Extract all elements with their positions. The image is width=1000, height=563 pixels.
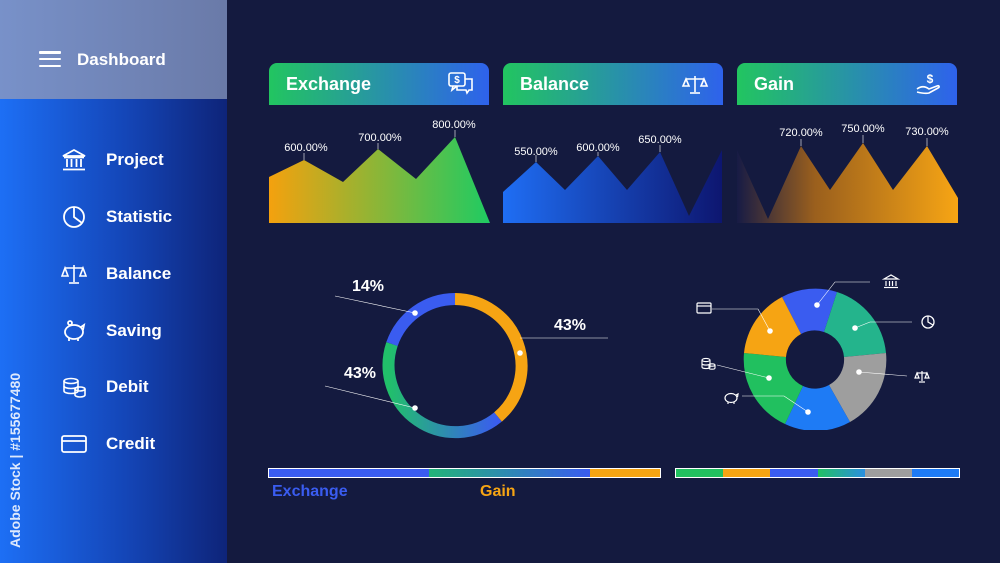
legend-label-exchange: Exchange: [272, 483, 348, 500]
coins-icon: [701, 357, 716, 370]
legend-bar-left: [268, 468, 661, 478]
label-leader: [858, 371, 908, 377]
donut-chart: [696, 274, 935, 430]
data-label: 720.00%: [779, 127, 823, 139]
data-label: 600.00%: [284, 142, 328, 154]
sidebar-item-label: Debit: [106, 377, 149, 396]
pie-chart-icon: [60, 205, 88, 229]
label-leader: [712, 308, 771, 332]
sidebar-item-label: Saving: [106, 321, 162, 340]
credit-card-icon: [60, 432, 88, 456]
card-title: Gain: [754, 73, 795, 94]
label-leader: [742, 395, 809, 413]
legend-bar-segment: [817, 469, 865, 477]
card-title: Exchange: [286, 73, 372, 94]
legend-bar-segment: [676, 469, 724, 477]
legend-bar-segment: [911, 469, 960, 477]
donut-segment: [743, 353, 803, 424]
chat-dollar-icon: $: [448, 72, 473, 95]
card-header-exchange[interactable]: Exchange $: [269, 63, 489, 105]
label-leader: [854, 321, 912, 329]
data-label: 800.00%: [432, 119, 476, 131]
sidebar-item-project[interactable]: Project: [60, 145, 220, 175]
legend-bar-segment: [269, 469, 430, 477]
ring-segment-gain: [454, 293, 528, 422]
hamburger-menu-icon[interactable]: [39, 51, 61, 68]
card-header-gain[interactable]: Gain $: [737, 63, 957, 105]
sidebar-item-statistic[interactable]: Statistic: [60, 202, 220, 232]
balance-area: [503, 150, 722, 223]
piggy-bank-icon: [60, 319, 88, 343]
sidebar-item-saving[interactable]: Saving: [60, 316, 220, 346]
data-label: 600.00%: [576, 142, 620, 154]
ring-segment-exchange: [386, 293, 456, 347]
legend-bar-right: [675, 468, 960, 478]
data-label: 43%: [344, 365, 376, 382]
sidebar: Dashboard Project Statistic Balance Savi…: [0, 0, 227, 563]
donut-segment: [785, 385, 850, 430]
data-label: 650.00%: [638, 134, 682, 146]
legend-bar-segment: [770, 469, 818, 477]
svg-text:Adobe Stock | #155677480: Adobe Stock | #155677480: [7, 373, 23, 548]
sidebar-item-label: Credit: [106, 434, 156, 453]
label-leader: [816, 281, 870, 306]
label-leader: [324, 385, 416, 409]
balance-area-chart: 550.00% 600.00% 650.00%: [503, 134, 722, 223]
sidebar-item-balance[interactable]: Balance: [60, 259, 220, 289]
coins-icon: [60, 375, 88, 399]
hand-dollar-icon: $: [916, 72, 940, 95]
donut-segment: [829, 353, 887, 422]
exchange-area: [269, 137, 490, 223]
sidebar-item-credit[interactable]: Credit: [60, 429, 220, 459]
legend-bar-segment: [589, 469, 660, 477]
donut-segment: [744, 297, 801, 357]
pie-chart-icon: [921, 315, 935, 329]
data-label: 700.00%: [358, 132, 402, 144]
data-label: 550.00%: [514, 146, 558, 158]
sidebar-item-label: Balance: [106, 264, 172, 283]
gain-area-chart: 720.00% 750.00% 730.00%: [737, 123, 958, 223]
ring-chart: 14% 43% 43%: [324, 278, 608, 439]
label-leader: [334, 295, 416, 314]
sidebar-item-label: Project: [106, 150, 164, 169]
sidebar-title: Dashboard: [77, 50, 166, 69]
card-title: Balance: [520, 73, 590, 94]
data-label: 730.00%: [905, 126, 949, 138]
legend-bar-segment: [723, 469, 771, 477]
bank-icon: [60, 148, 88, 172]
scale-icon: [681, 76, 709, 94]
card-header-balance[interactable]: Balance: [503, 63, 723, 105]
donut-segment: [782, 288, 837, 334]
piggy-bank-icon: [724, 392, 739, 404]
sidebar-item-label: Statistic: [106, 207, 173, 226]
gain-area: [737, 143, 958, 223]
donut-segment: [824, 292, 886, 357]
label-leader: [716, 364, 770, 379]
svg-text:$: $: [454, 75, 460, 86]
exchange-area-chart: 600.00% 700.00% 800.00%: [269, 119, 490, 223]
legend-bar-segment: [864, 469, 912, 477]
data-label: 14%: [352, 278, 384, 295]
sidebar-item-debit[interactable]: Debit: [60, 372, 220, 402]
watermark-text: Adobe Stock | #155677480: [7, 373, 23, 548]
data-label: 750.00%: [841, 123, 885, 135]
credit-card-icon: [696, 302, 712, 314]
scale-icon: [914, 371, 930, 383]
ring-segment-balance: [382, 342, 502, 439]
scale-icon: [60, 262, 88, 286]
marker-dot: [517, 350, 523, 356]
legend-label-gain: Gain: [480, 483, 516, 500]
data-label: 43%: [554, 317, 586, 334]
legend-bar-segment: [429, 469, 590, 477]
bank-icon: [881, 274, 901, 289]
sidebar-header: Dashboard: [0, 0, 227, 99]
svg-text:$: $: [927, 72, 934, 86]
